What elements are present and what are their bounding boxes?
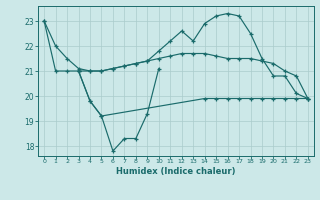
X-axis label: Humidex (Indice chaleur): Humidex (Indice chaleur) [116,167,236,176]
